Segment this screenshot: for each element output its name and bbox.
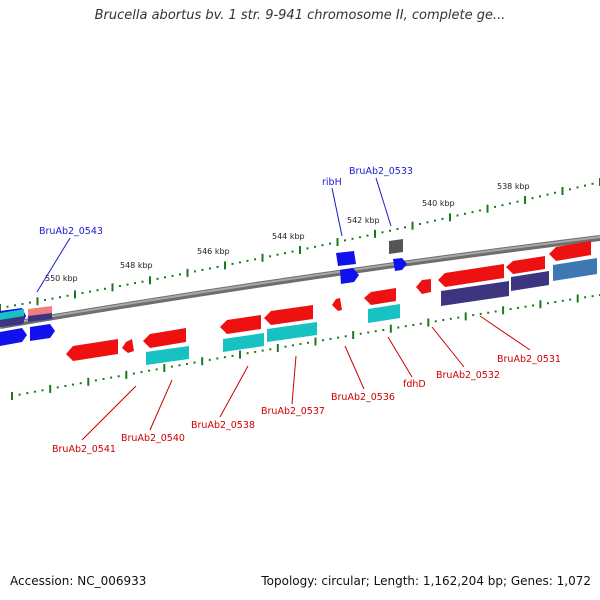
gene-feature-BruAb2-0533[interactable]: [389, 239, 403, 254]
kbp-label: 538 kbp: [497, 182, 530, 191]
ruler-upper: [0, 178, 600, 312]
kbp-label: 548 kbp: [120, 261, 153, 270]
kbp-label: 550 kbp: [45, 274, 78, 283]
gene-feature[interactable]: [146, 346, 189, 365]
label-leaders: [36, 177, 531, 441]
gene-label[interactable]: ribH: [322, 177, 342, 188]
gene-feature[interactable]: [340, 268, 359, 284]
gene-feature[interactable]: [441, 281, 509, 306]
gene-label[interactable]: BruAb2_0537: [261, 406, 325, 417]
gene-feature-BruAb2-0537[interactable]: [264, 305, 313, 325]
reverse-genes: [66, 241, 597, 365]
gene-feature[interactable]: [0, 316, 24, 327]
gene-label[interactable]: BruAb2_0543: [39, 226, 103, 237]
gene-label[interactable]: BruAb2_0538: [191, 420, 255, 431]
gene-label[interactable]: BruAb2_0531: [497, 354, 561, 365]
gene-feature[interactable]: [223, 333, 264, 352]
gene-feature-BruAb2-0540[interactable]: [143, 328, 186, 348]
gene-feature-BruAb2-0536[interactable]: [332, 298, 342, 311]
kbp-label: 546 kbp: [197, 247, 230, 256]
gene-feature[interactable]: [416, 279, 431, 294]
map-title: Brucella abortus bv. 1 str. 9-941 chromo…: [94, 8, 506, 23]
gene-feature[interactable]: [0, 328, 27, 346]
ruler-lower: [11, 294, 600, 400]
gene-feature-BruAb2-0541[interactable]: [66, 339, 118, 361]
gene-feature-fdhD[interactable]: [364, 288, 396, 305]
kbp-label: 544 kbp: [272, 232, 305, 241]
gene-label[interactable]: BruAb2_0540: [121, 433, 185, 444]
accession-text: Accession: NC_006933: [10, 574, 147, 588]
forward-genes: [0, 239, 407, 346]
gene-feature[interactable]: [393, 258, 407, 271]
gene-feature[interactable]: [368, 304, 400, 323]
gene-feature-ribH[interactable]: [336, 251, 356, 266]
gene-feature[interactable]: [553, 258, 597, 281]
gene-feature[interactable]: [511, 271, 549, 291]
gene-feature-BruAb2-0532[interactable]: [438, 264, 504, 287]
gene-feature-BruAb2-0531[interactable]: [506, 256, 545, 274]
gene-feature[interactable]: [30, 324, 55, 341]
gene-feature[interactable]: [267, 322, 317, 342]
gene-feature-BruAb2-0538[interactable]: [220, 315, 261, 334]
kbp-label: 540 kbp: [422, 199, 455, 208]
gene-feature[interactable]: [28, 313, 52, 322]
gene-feature[interactable]: [549, 241, 591, 261]
gene-label[interactable]: BruAb2_0536: [331, 392, 395, 403]
gene-label[interactable]: BruAb2_0532: [436, 370, 500, 381]
kbp-label: 542 kbp: [347, 216, 380, 225]
gene-label[interactable]: BruAb2_0541: [52, 444, 116, 455]
topology-text: Topology: circular; Length: 1,162,204 bp…: [261, 574, 591, 588]
gene-feature[interactable]: [122, 339, 134, 353]
gene-label[interactable]: fdhD: [403, 379, 426, 390]
gene-label[interactable]: BruAb2_0533: [349, 166, 413, 177]
